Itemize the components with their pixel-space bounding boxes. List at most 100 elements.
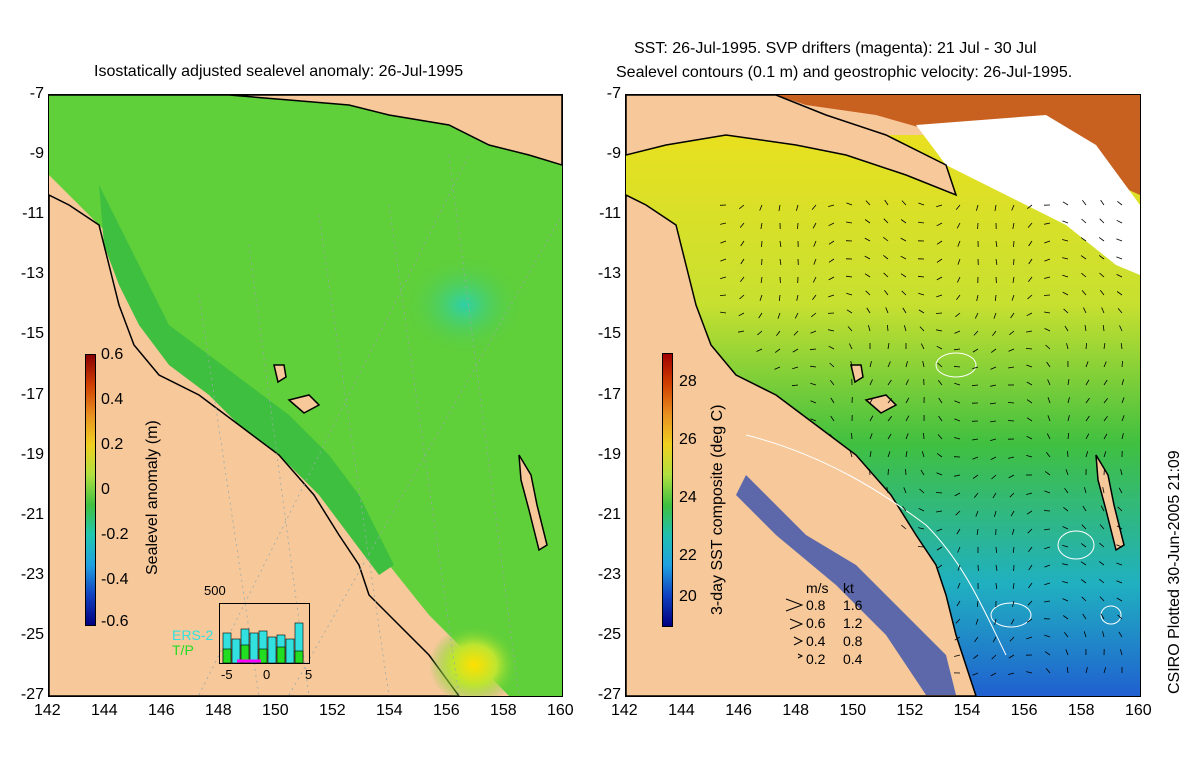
velocity-arrow [938,415,943,422]
velocity-arrow [1100,613,1105,620]
right-lon-tick-7: 156 [1010,702,1038,719]
velocity-arrow [995,564,998,571]
right-lon-tick-8: 158 [1067,702,1095,719]
velocity-arrow [900,255,907,260]
velocity-arrow [1007,420,1015,422]
velocity-arrow [937,362,943,368]
velocity-arrow [1121,433,1124,440]
velocity-arrow [1009,492,1015,498]
speed-legend-row-0-kt: 1.6 [843,597,863,613]
sla-low-anomaly [404,255,524,355]
inset-xtick-2: 5 [305,667,313,682]
velocity-arrow [954,330,961,334]
velocity-arrow [864,255,871,260]
velocity-arrow [757,330,763,336]
velocity-arrow [851,432,853,440]
velocity-arrow [1045,668,1051,674]
velocity-arrow [954,418,961,422]
velocity-arrow [1044,311,1051,314]
velocity-arrow [902,505,907,512]
inset-ymax-label: 500 [204,583,226,598]
velocity-arrow [1008,366,1015,369]
velocity-arrow [956,222,961,229]
velocity-arrow [1013,240,1015,248]
velocity-arrow [1008,654,1015,659]
velocity-arrow [1009,636,1015,642]
sst-cool-coastal [736,475,956,695]
left-lat-tick-3: -13 [20,265,44,283]
velocity-arrow [720,276,727,279]
left-lon-tick-0: 142 [34,702,61,719]
velocity-arrow [990,348,997,353]
velocity-arrow [1082,199,1087,206]
velocity-arrow [1010,510,1015,517]
sst-reef-islands [850,364,898,414]
sealevel-anomaly-map-svg [49,95,562,696]
velocity-arrow [813,240,817,247]
velocity-arrow [1120,343,1123,350]
velocity-arrow [1116,597,1123,602]
velocity-arrow [869,468,871,476]
right-lon-tick-2: 146 [725,702,752,719]
left-lat-tick-9: -25 [20,625,44,643]
velocity-arrow [901,200,907,206]
velocity-arrow [1080,543,1087,548]
velocity-arrow [1062,239,1069,242]
velocity-arrow [846,221,853,224]
velocity-arrow [954,492,961,497]
left-map-title: Isostatically adjusted sealevel anomaly:… [94,63,464,80]
velocity-arrow [811,204,817,210]
velocity-arrow [1065,649,1069,656]
velocity-arrow [1044,564,1051,568]
velocity-arrow [883,254,889,260]
velocity-arrow [1116,256,1123,260]
velocity-arrow [972,456,979,460]
velocity-arrow [1121,360,1123,368]
velocity-arrow [1013,258,1015,266]
velocity-arrow [810,382,817,386]
velocity-arrow [1044,490,1051,494]
velocity-arrow [994,294,997,302]
velocity-arrow [1099,542,1105,548]
sealevel-anomaly-map: 0.6 0.4 0.2 0 -0.2 -0.4 -0.6 Sealevel an… [48,94,563,697]
velocity-arrow [920,343,925,350]
velocity-arrow [760,276,763,283]
velocity-arrow [1026,312,1033,317]
velocity-arrow [1100,199,1105,206]
velocity-arrow [1027,276,1033,282]
velocity-arrow [869,451,872,458]
velocity-arrow [1101,307,1105,314]
velocity-arrow [1045,344,1051,350]
velocity-arrow [919,326,925,332]
velocity-arrow [720,222,727,225]
velocity-arrow [865,290,871,296]
velocity-arrow [1102,325,1105,332]
velocity-arrow [829,362,835,368]
plot-credit: CSIRO Plotted 30-Jun-2005 21:09 [1166,450,1183,694]
speed-legend-row-2-ms: 0.4 [806,633,826,649]
velocity-arrow [887,468,889,476]
velocity-arrow [1028,564,1033,571]
velocity-arrow [1081,596,1087,602]
velocity-arrow [1080,237,1087,242]
velocity-arrow [956,600,961,607]
inset-legend-tp: T/P [172,642,194,658]
velocity-arrow [774,366,781,370]
sst-colorbar [662,353,673,627]
velocity-arrow [794,312,799,319]
velocity-arrow [1063,506,1069,512]
sst-new-guinea-land [626,95,958,197]
velocity-arrow [1028,582,1033,589]
velocity-arrow [1027,294,1033,300]
velocity-arrow [811,312,817,318]
velocity-arrow [756,348,763,352]
velocity-arrow [1062,615,1069,620]
velocity-arrow [1103,379,1108,386]
velocity-arrow [1065,469,1069,476]
velocity-arrow [869,415,874,422]
velocity-arrow [1043,294,1051,296]
right-lat-tick-10: -27 [597,686,621,703]
velocity-arrow [1044,240,1051,244]
sst-colorbar-label: 3-day SST composite (deg C) [709,404,726,615]
velocity-arrow [905,361,908,368]
